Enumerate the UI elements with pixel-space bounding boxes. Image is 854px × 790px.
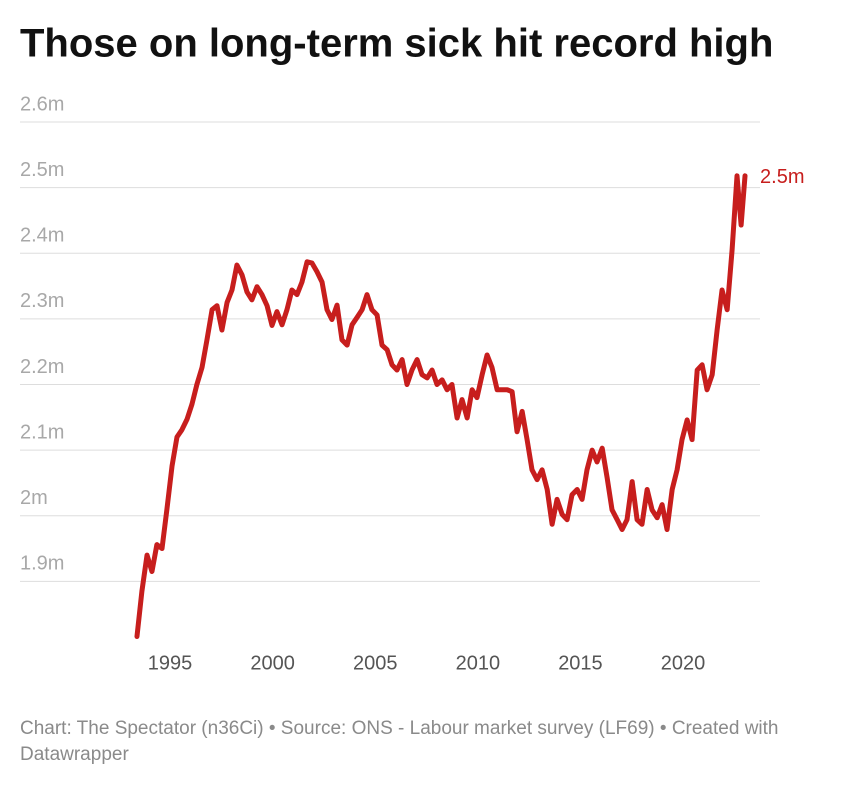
- end-label: 2.5m: [760, 166, 804, 188]
- y-tick-label: 2.2m: [20, 356, 64, 378]
- chart-title: Those on long-term sick hit record high: [20, 22, 773, 66]
- x-tick-label: 2020: [661, 652, 706, 674]
- x-tick-label: 2005: [353, 652, 398, 674]
- x-tick-label: 2010: [456, 652, 501, 674]
- y-tick-label: 2.1m: [20, 421, 64, 443]
- y-tick-label: 2m: [20, 487, 48, 509]
- y-tick-label: 2.3m: [20, 290, 64, 312]
- y-tick-label: 2.4m: [20, 225, 64, 247]
- source-note: Chart: The Spectator (n36Ci) • Source: O…: [20, 718, 779, 765]
- y-tick-label: 1.9m: [20, 553, 64, 575]
- x-tick-label: 2015: [558, 652, 603, 674]
- data-line: [134, 173, 748, 639]
- y-tick-label: 2.6m: [20, 93, 64, 115]
- x-tick-label: 1995: [148, 652, 193, 674]
- x-tick-label: 2000: [250, 652, 295, 674]
- y-tick-label: 2.5m: [20, 159, 64, 181]
